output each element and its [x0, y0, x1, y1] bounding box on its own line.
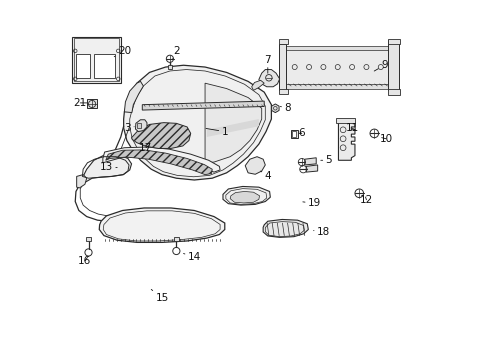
- Text: 12: 12: [359, 195, 372, 205]
- Polygon shape: [206, 119, 258, 137]
- Polygon shape: [86, 237, 91, 241]
- Text: 7: 7: [264, 55, 270, 73]
- Polygon shape: [76, 54, 90, 78]
- Polygon shape: [387, 39, 400, 44]
- Text: 5: 5: [320, 155, 331, 165]
- Polygon shape: [278, 44, 285, 90]
- Polygon shape: [338, 121, 354, 160]
- Polygon shape: [77, 175, 86, 188]
- Text: 2: 2: [172, 46, 179, 59]
- Polygon shape: [280, 45, 391, 50]
- Polygon shape: [290, 130, 297, 138]
- Polygon shape: [387, 89, 400, 95]
- Polygon shape: [124, 81, 143, 113]
- Text: 20: 20: [114, 46, 131, 57]
- Polygon shape: [223, 186, 270, 205]
- Polygon shape: [258, 69, 279, 87]
- Polygon shape: [87, 99, 97, 108]
- Text: 9: 9: [373, 60, 387, 71]
- Text: 6: 6: [298, 129, 305, 138]
- Polygon shape: [292, 131, 296, 136]
- Polygon shape: [204, 83, 261, 163]
- Polygon shape: [305, 165, 317, 172]
- Polygon shape: [271, 104, 279, 113]
- Polygon shape: [335, 118, 354, 123]
- Polygon shape: [230, 192, 259, 203]
- Text: 17: 17: [139, 143, 152, 153]
- Polygon shape: [304, 158, 316, 165]
- Polygon shape: [174, 237, 179, 241]
- Polygon shape: [142, 101, 264, 110]
- Text: 13: 13: [100, 162, 117, 172]
- Polygon shape: [135, 120, 147, 132]
- Text: 4: 4: [260, 171, 270, 181]
- Polygon shape: [280, 84, 391, 89]
- Text: 18: 18: [313, 227, 329, 237]
- Text: 14: 14: [183, 252, 201, 262]
- Polygon shape: [72, 37, 121, 83]
- Polygon shape: [105, 150, 212, 175]
- Polygon shape: [278, 89, 287, 94]
- Polygon shape: [278, 39, 287, 44]
- Polygon shape: [137, 123, 140, 129]
- Polygon shape: [263, 220, 308, 237]
- Polygon shape: [167, 65, 172, 69]
- Polygon shape: [94, 54, 115, 78]
- Polygon shape: [244, 157, 265, 174]
- Polygon shape: [99, 208, 224, 242]
- Polygon shape: [102, 147, 220, 172]
- Text: 15: 15: [151, 289, 168, 303]
- Polygon shape: [131, 123, 190, 148]
- Text: 8: 8: [280, 103, 290, 113]
- Text: 19: 19: [302, 198, 321, 208]
- Text: 3: 3: [124, 123, 134, 133]
- Text: 10: 10: [379, 134, 392, 144]
- Text: 21: 21: [74, 98, 87, 108]
- Text: 11: 11: [345, 123, 358, 133]
- Polygon shape: [251, 80, 264, 90]
- Polygon shape: [81, 154, 131, 184]
- Polygon shape: [280, 47, 392, 87]
- Polygon shape: [123, 65, 271, 180]
- Text: 1: 1: [205, 127, 227, 136]
- Text: 16: 16: [78, 256, 91, 266]
- Polygon shape: [387, 40, 398, 90]
